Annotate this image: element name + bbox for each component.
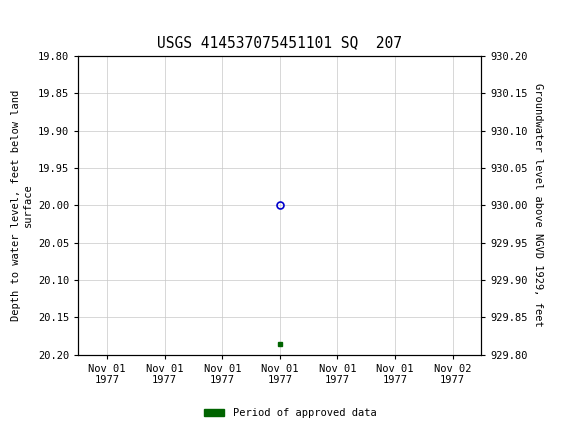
Title: USGS 414537075451101 SQ  207: USGS 414537075451101 SQ 207 <box>157 36 403 51</box>
Y-axis label: Depth to water level, feet below land
surface: Depth to water level, feet below land su… <box>11 90 32 321</box>
Text: USGS: USGS <box>37 10 96 29</box>
Y-axis label: Groundwater level above NGVD 1929, feet: Groundwater level above NGVD 1929, feet <box>534 83 543 327</box>
Legend: Period of approved data: Period of approved data <box>200 404 380 423</box>
